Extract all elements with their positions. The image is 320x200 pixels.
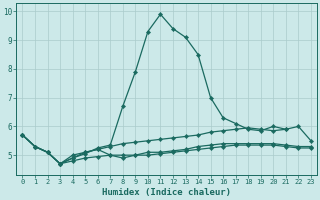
X-axis label: Humidex (Indice chaleur): Humidex (Indice chaleur) [102, 188, 231, 197]
